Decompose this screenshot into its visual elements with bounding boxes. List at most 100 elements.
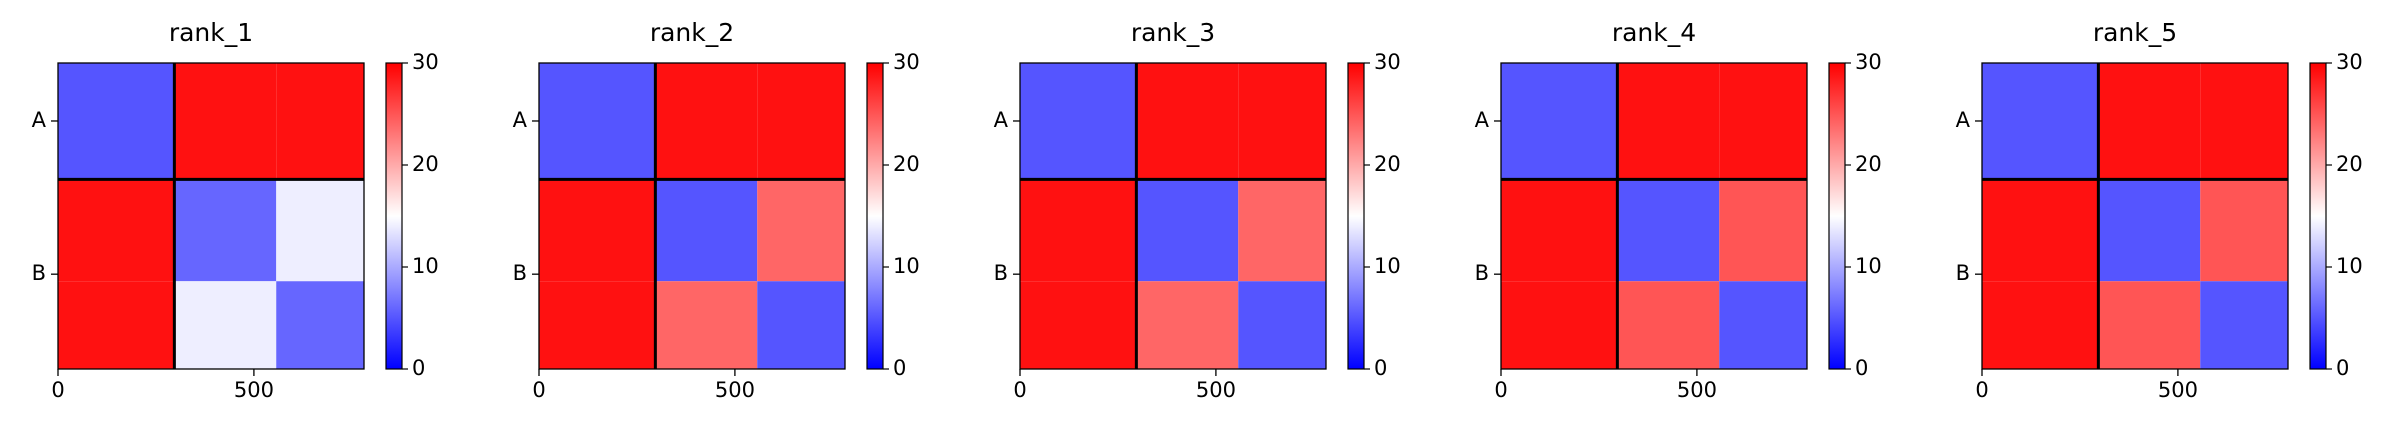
heatmap-cell <box>58 281 175 369</box>
heatmap-cell <box>276 63 364 180</box>
colorbar-tick-label: 20 <box>1855 152 1882 176</box>
heatmap-cell <box>2200 179 2288 282</box>
heatmap-cell <box>1982 281 2099 369</box>
heatmap-cell <box>1719 281 1807 369</box>
chart-title: rank_5 <box>2093 18 2177 47</box>
colorbar-tick-label: 10 <box>893 254 920 278</box>
y-tick-label: A <box>1956 108 1971 132</box>
x-tick-label: 500 <box>1196 378 1236 402</box>
heatmap-cell <box>2098 63 2201 180</box>
heatmap-cell <box>174 179 277 282</box>
y-tick-label: A <box>1475 108 1490 132</box>
x-tick-label: 500 <box>715 378 755 402</box>
heatmap-cell <box>655 63 758 180</box>
heatmap-cell <box>539 179 656 282</box>
x-tick-label: 0 <box>1013 378 1026 402</box>
chart-title: rank_3 <box>1131 18 1215 47</box>
heatmap-cell <box>1501 179 1618 282</box>
colorbar-tick-label: 20 <box>2336 152 2363 176</box>
y-tick-label: A <box>32 108 47 132</box>
heatmap-cell <box>1238 281 1326 369</box>
y-tick-label: B <box>1475 261 1489 285</box>
heatmap-cell <box>1020 281 1137 369</box>
heatmap-cell <box>757 281 845 369</box>
heatmap-cell <box>539 63 656 180</box>
y-tick-label: B <box>32 261 46 285</box>
colorbar-tick-label: 0 <box>893 356 906 380</box>
heatmap-cell <box>2098 281 2201 369</box>
heatmap-cell <box>539 281 656 369</box>
colorbar-tick-label: 0 <box>1374 356 1387 380</box>
heatmap-cell <box>276 179 364 282</box>
chart-title: rank_1 <box>169 18 253 47</box>
colorbar <box>2309 62 2327 370</box>
heatmap-cell <box>757 63 845 180</box>
chart-title: rank_4 <box>1612 18 1696 47</box>
x-tick-label: 500 <box>2158 378 2198 402</box>
colorbar-tick-label: 30 <box>1855 50 1882 74</box>
plot-frame <box>1500 62 1808 370</box>
colorbar-tick-label: 30 <box>412 50 439 74</box>
heatmap-cell <box>58 179 175 282</box>
x-tick-label: 0 <box>1975 378 1988 402</box>
plot-frame <box>57 62 365 370</box>
heatmap-cell <box>1501 63 1618 180</box>
heatmap-cell <box>1238 63 1326 180</box>
colorbar <box>1828 62 1846 370</box>
colorbar-tick-label: 20 <box>1374 152 1401 176</box>
heatmap-cell <box>2200 63 2288 180</box>
y-tick-label: B <box>1956 261 1970 285</box>
colorbar-tick-label: 30 <box>2336 50 2363 74</box>
x-tick-label: 0 <box>1494 378 1507 402</box>
colorbar-tick-label: 30 <box>1374 50 1401 74</box>
colorbar-tick-label: 10 <box>2336 254 2363 278</box>
colorbar <box>1347 62 1365 370</box>
colorbar-tick-label: 10 <box>1855 254 1882 278</box>
heatmap-cell <box>1617 179 1720 282</box>
heatmap-cell <box>58 63 175 180</box>
heatmap-cell <box>1136 281 1239 369</box>
heatmap-cell <box>1020 63 1137 180</box>
chart-title: rank_2 <box>650 18 734 47</box>
heatmap-cell <box>1982 63 2099 180</box>
heatmap-cell <box>1719 179 1807 282</box>
x-tick-label: 0 <box>532 378 545 402</box>
x-tick-label: 500 <box>1677 378 1717 402</box>
y-tick-label: B <box>513 261 527 285</box>
heatmap-cell <box>655 281 758 369</box>
heatmap-cell <box>1020 179 1137 282</box>
heatmap-cell <box>2098 179 2201 282</box>
heatmap-cell <box>655 179 758 282</box>
colorbar-tick-label: 0 <box>2336 356 2349 380</box>
colorbar-tick-label: 0 <box>1855 356 1868 380</box>
heatmap-cell <box>1136 63 1239 180</box>
colorbar-tick-label: 20 <box>412 152 439 176</box>
x-tick-label: 500 <box>234 378 274 402</box>
heatmap-cell <box>276 281 364 369</box>
y-tick-label: B <box>994 261 1008 285</box>
colorbar-tick-label: 0 <box>412 356 425 380</box>
heatmap-cell <box>1719 63 1807 180</box>
y-tick-label: A <box>513 108 528 132</box>
colorbar-tick-label: 30 <box>893 50 920 74</box>
colorbar-tick-label: 10 <box>1374 254 1401 278</box>
heatmap-cell <box>1136 179 1239 282</box>
plot-frame <box>538 62 846 370</box>
colorbar <box>866 62 884 370</box>
heatmap-cell <box>1501 281 1618 369</box>
colorbar-tick-label: 20 <box>893 152 920 176</box>
plot-frame <box>1981 62 2289 370</box>
heatmap-cell <box>174 281 277 369</box>
colorbar <box>385 62 403 370</box>
colorbar-tick-label: 10 <box>412 254 439 278</box>
x-tick-label: 0 <box>51 378 64 402</box>
heatmap-cell <box>1982 179 2099 282</box>
heatmap-cell <box>1617 63 1720 180</box>
heatmap-cell <box>757 179 845 282</box>
heatmap-cell <box>1238 179 1326 282</box>
heatmap-cell <box>1617 281 1720 369</box>
heatmap-cell <box>174 63 277 180</box>
y-tick-label: A <box>994 108 1009 132</box>
